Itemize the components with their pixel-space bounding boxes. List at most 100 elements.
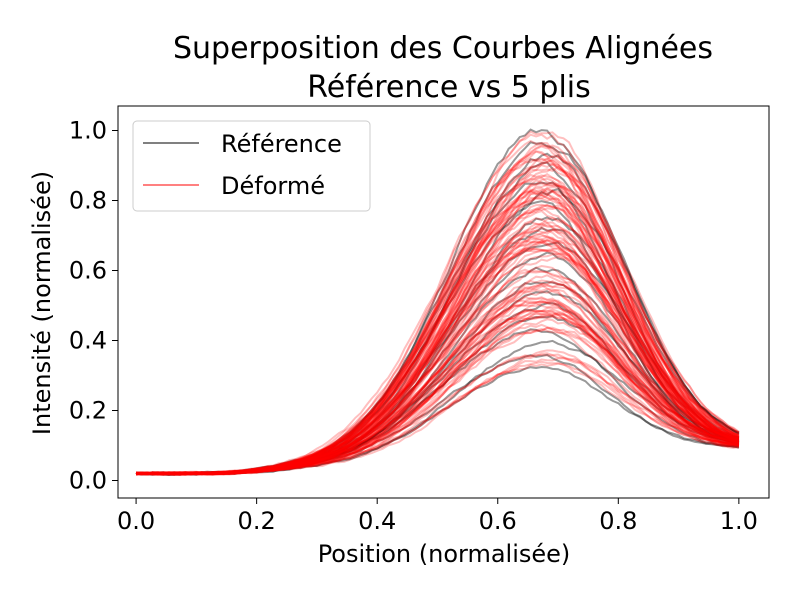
deformed-curve	[135, 299, 739, 476]
deformed-curve	[135, 239, 740, 476]
deformed-curve	[135, 142, 740, 476]
chart-title-line-1: Superposition des Courbes Alignées	[173, 31, 713, 66]
reference-curve	[135, 152, 740, 476]
deformed-curve	[136, 232, 740, 476]
deformed-curve	[135, 314, 740, 476]
deformed-curve	[136, 130, 740, 476]
deformed-curve	[135, 144, 740, 476]
deformed-curve	[135, 255, 740, 476]
deformed-curve	[135, 249, 740, 476]
deformed-curve	[135, 315, 740, 476]
y-tick-label: 0.0	[69, 467, 107, 495]
deformed-curve	[135, 299, 739, 476]
deformed-curve	[136, 190, 740, 476]
deformed-curve	[136, 270, 740, 476]
deformed-curve	[135, 220, 740, 476]
deformed-curve	[135, 283, 739, 476]
deformed-curve	[136, 173, 740, 476]
deformed-curve	[136, 222, 740, 476]
deformed-curve	[136, 204, 740, 476]
deformed-curve	[135, 203, 740, 476]
deformed-curve	[136, 189, 739, 475]
deformed-curve	[136, 288, 739, 476]
reference-curve	[135, 226, 740, 476]
deformed-curve	[135, 283, 740, 476]
reference-curve	[135, 314, 740, 476]
deformed-curve	[135, 323, 740, 476]
deformed-curve	[135, 157, 740, 476]
plot-area-frame	[117, 105, 770, 499]
deformed-curve	[135, 240, 740, 476]
y-tick-label: 0.4	[69, 327, 107, 355]
deformed-curve	[136, 279, 740, 476]
deformed-curve	[136, 150, 740, 475]
deformed-curve	[136, 238, 740, 475]
reference-curve	[135, 181, 740, 476]
deformed-curve	[136, 159, 740, 475]
x-tick-label: 0.2	[238, 507, 276, 535]
deformed-curve	[136, 300, 740, 476]
reference-curve	[135, 251, 740, 476]
legend-label-deformed: Déformé	[221, 172, 325, 200]
deformed-curve	[136, 165, 740, 476]
deformed-curve	[135, 189, 740, 476]
reference-curve	[135, 187, 740, 476]
deformed-curve	[135, 163, 740, 476]
deformed-curve	[135, 183, 740, 476]
curves-layer	[135, 128, 740, 476]
deformed-curve	[135, 252, 740, 476]
deformed-curve	[135, 172, 740, 476]
deformed-curve	[136, 189, 740, 476]
deformed-curve	[136, 238, 740, 476]
reference-curve	[136, 290, 739, 476]
deformed-curve	[136, 308, 739, 476]
deformed-curve	[135, 166, 740, 476]
y-axis: 0.0 0.2 0.4 0.6 0.8 1.0	[69, 117, 118, 495]
deformed-curve	[136, 234, 740, 476]
reference-curve	[135, 328, 739, 476]
deformed-curve	[136, 161, 740, 475]
deformed-curve	[136, 157, 740, 476]
deformed-curve	[135, 241, 740, 476]
deformed-curve	[135, 327, 740, 476]
y-tick-label: 0.2	[69, 397, 107, 425]
deformed-curve	[136, 150, 740, 476]
deformed-curve	[136, 362, 740, 476]
deformed-curve	[136, 145, 740, 476]
deformed-curve	[136, 308, 739, 476]
deformed-curve	[135, 312, 740, 476]
legend: Référence Déformé	[132, 120, 371, 212]
reference-curve	[136, 241, 740, 476]
deformed-curve	[136, 307, 740, 476]
x-tick-label: 1.0	[720, 507, 758, 535]
x-tick-label: 0.6	[479, 507, 517, 535]
deformed-curve	[135, 247, 740, 476]
deformed-curve	[135, 224, 740, 476]
y-tick-label: 1.0	[69, 117, 107, 145]
deformed-curve	[136, 186, 740, 476]
y-tick-label: 0.6	[69, 257, 107, 285]
deformed-curve	[136, 352, 740, 475]
x-axis-label: Position (normalisée)	[318, 540, 571, 568]
chart-title: Superposition des Courbes Alignées Référ…	[173, 31, 713, 105]
reference-curve	[135, 353, 740, 476]
deformed-curve	[135, 155, 740, 476]
deformed-curve	[136, 206, 740, 476]
reference-curve	[135, 200, 740, 476]
deformed-curve	[136, 326, 740, 476]
chart-title-line-2: Référence vs 5 plis	[307, 70, 591, 105]
reference-curve	[135, 266, 739, 476]
deformed-curve	[135, 236, 739, 476]
deformed-curve	[135, 179, 740, 476]
deformed-curve	[135, 318, 740, 476]
deformed-curve	[135, 139, 740, 476]
deformed-curve	[135, 274, 740, 476]
deformed-curve	[135, 357, 740, 476]
deformed-curve	[135, 133, 740, 476]
deformed-curve	[136, 326, 740, 476]
deformed-curve	[135, 353, 739, 476]
x-axis: 0.0 0.2 0.4 0.6 0.8 1.0	[117, 498, 758, 535]
reference-curve	[135, 161, 740, 476]
deformed-curve	[136, 264, 740, 476]
